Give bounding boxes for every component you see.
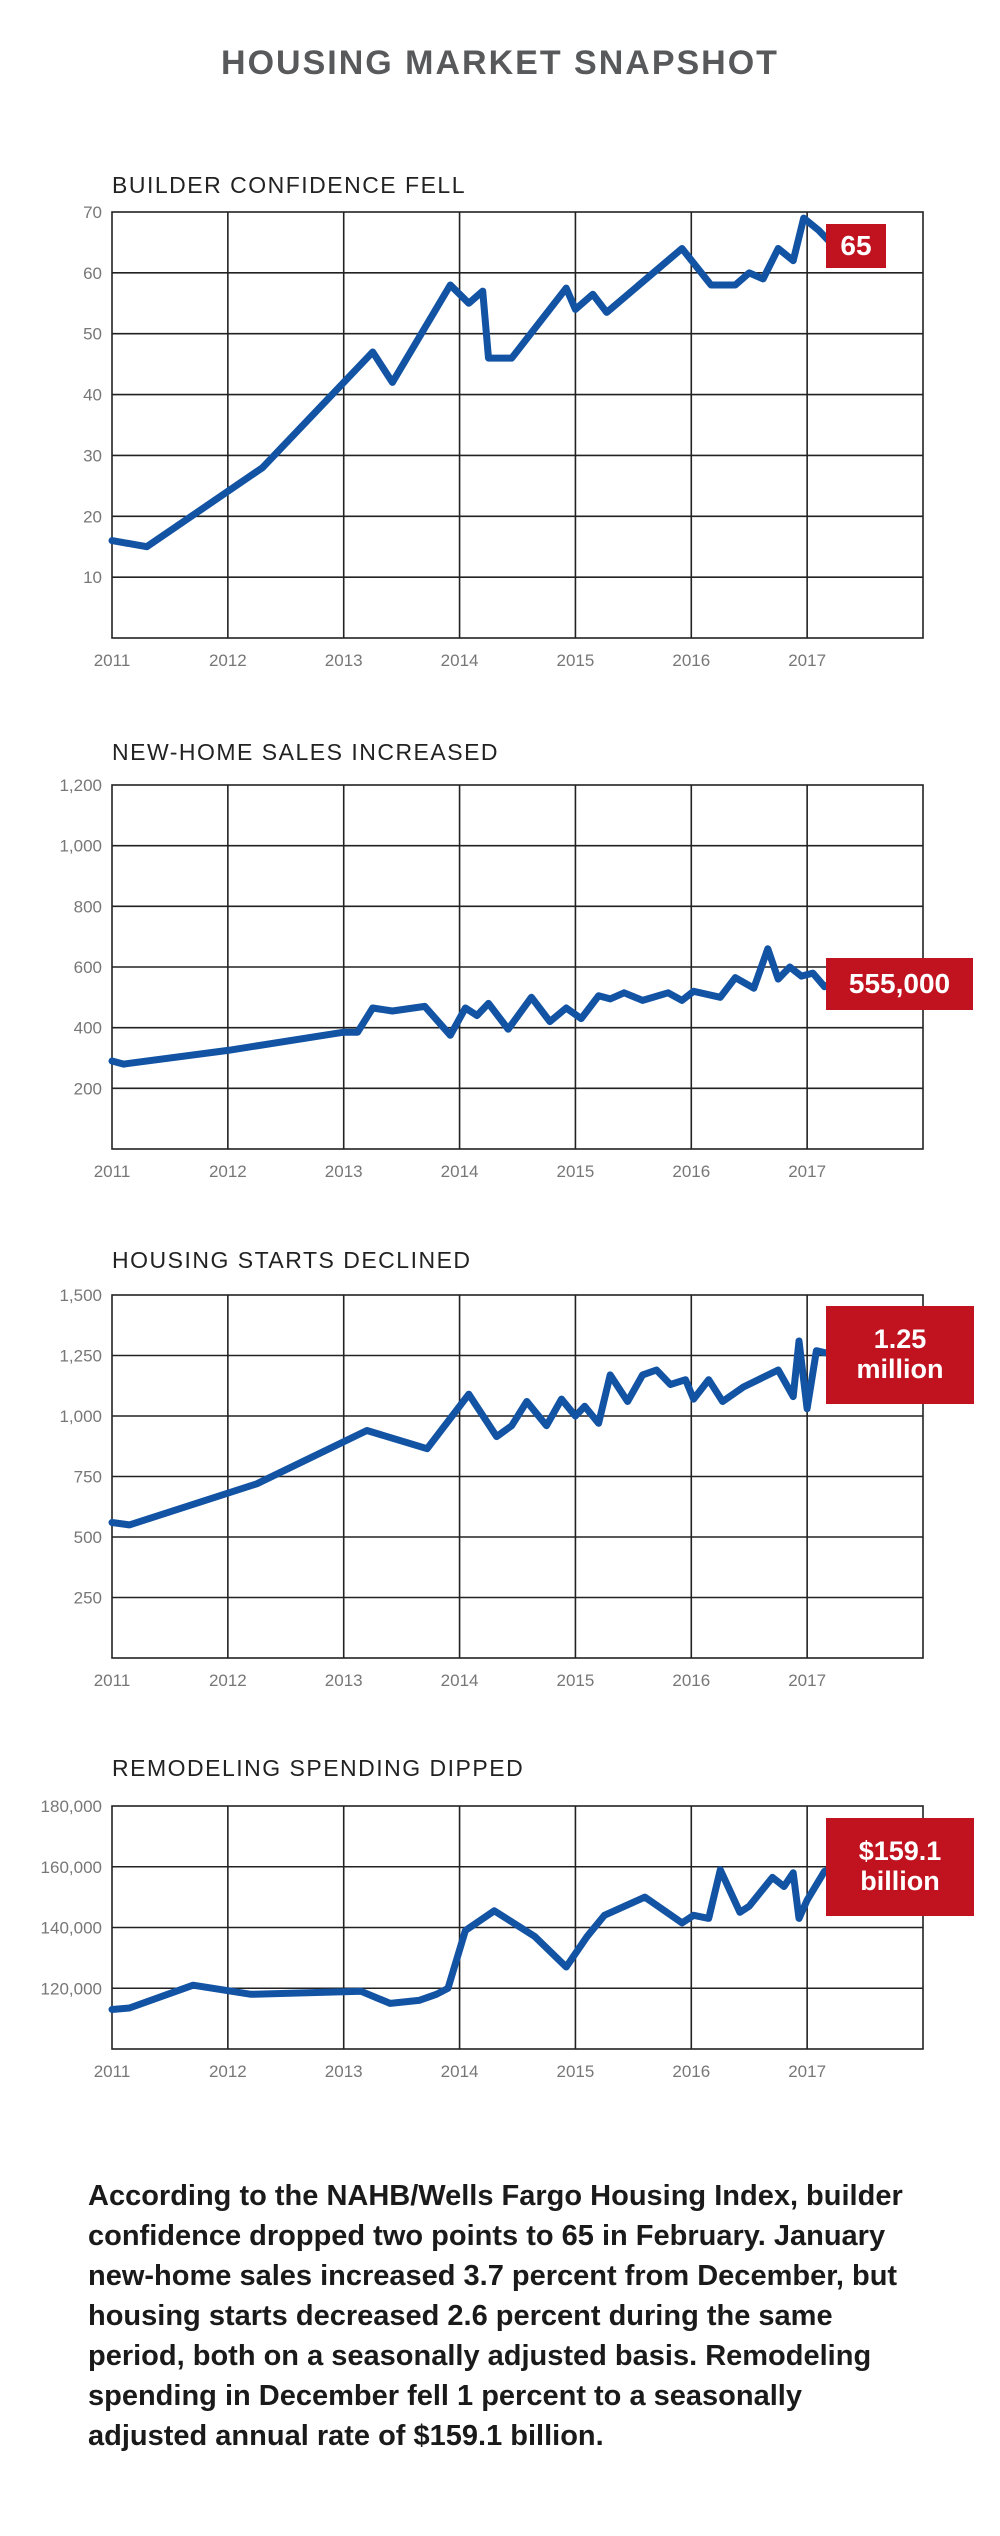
y-tick-label: 140,000 [41,1919,102,1938]
callout-badge-remodeling-spending: $159.1 billion [826,1818,974,1916]
chart-title-builder-confidence: BUILDER CONFIDENCE FELL [112,172,467,198]
plot-frame [111,211,924,639]
callout-text: $159.1 [858,1836,942,1867]
y-tick-label: 400 [74,1019,102,1038]
callout-badge-housing-starts: 1.25 million [826,1306,974,1404]
x-tick-label: 2013 [325,1162,363,1181]
y-tick-label: 120,000 [41,1979,102,1998]
x-tick-label: 2011 [94,2062,131,2081]
page-title: HOUSING MARKET SNAPSHOT [221,44,779,82]
x-tick-label: 2016 [672,2062,710,2081]
series-line [108,945,840,1068]
x-tick-label: 2014 [441,1162,479,1181]
callout-text: 1.25 [873,1324,927,1355]
y-tick-label: 1,000 [59,837,102,856]
y-tick-label: 20 [83,507,102,526]
x-tick-label: 2012 [209,1162,247,1181]
x-tick-label: 2014 [441,1671,479,1690]
callout-text: billion [860,1866,940,1896]
x-tick-label: 2013 [325,651,363,670]
y-tick-label: 500 [74,1528,102,1547]
y-tick-label: 40 [83,386,102,405]
summary-paragraph: According to the NAHB/Wells Fargo Housin… [88,2180,903,2452]
callout-text: 65 [840,229,872,261]
series-line [108,1866,840,2013]
y-tick-label: 180,000 [41,1797,102,1816]
x-tick-label: 2011 [94,1671,131,1690]
series-line [108,214,840,551]
x-tick-label: 2013 [325,2062,363,2081]
x-tick-label: 2016 [672,1671,710,1690]
y-tick-label: 250 [74,1589,102,1608]
x-tick-label: 2017 [788,651,826,670]
y-tick-label: 200 [74,1079,102,1098]
x-tick-label: 2012 [209,651,247,670]
y-tick-label: 10 [83,568,102,587]
chart-title-remodeling-spending: REMODELING SPENDING DIPPED [112,1755,525,1781]
x-tick-label: 2017 [788,2062,826,2081]
x-tick-label: 2017 [788,1162,826,1181]
x-tick-label: 2015 [557,651,595,670]
x-tick-label: 2012 [209,1671,247,1690]
series-line [108,1337,840,1529]
x-tick-label: 2011 [94,651,131,670]
x-tick-label: 2014 [441,651,479,670]
callout-text: 555,000 [848,967,951,999]
callout-badge-new-home-sales: 555,000 [826,958,973,1010]
x-tick-label: 2017 [788,1671,826,1690]
x-tick-label: 2015 [557,1162,595,1181]
x-tick-label: 2014 [441,2062,479,2081]
x-tick-label: 2016 [672,651,710,670]
y-tick-label: 1,250 [59,1347,102,1366]
x-tick-label: 2015 [557,2062,595,2081]
x-tick-label: 2013 [325,1671,363,1690]
chart-title-new-home-sales: NEW-HOME SALES INCREASED [112,739,500,765]
y-tick-label: 750 [74,1468,102,1487]
chart-title-housing-starts: HOUSING STARTS DECLINED [112,1247,472,1273]
y-tick-label: 1,500 [59,1286,102,1305]
y-tick-label: 800 [74,897,102,916]
x-tick-label: 2015 [557,1671,595,1690]
callout-text: million [856,1354,944,1384]
y-tick-label: 1,200 [59,776,102,795]
y-tick-label: 70 [83,203,102,222]
y-tick-label: 1,000 [59,1407,102,1426]
y-tick-label: 600 [74,958,102,977]
y-tick-label: 160,000 [41,1858,102,1877]
y-tick-label: 50 [83,325,102,344]
callout-badge-builder-confidence: 65 [826,224,886,268]
x-tick-label: 2011 [94,1162,131,1181]
y-tick-label: 30 [83,446,102,465]
y-tick-label: 60 [83,264,102,283]
x-tick-label: 2016 [672,1162,710,1181]
x-tick-label: 2012 [209,2062,247,2081]
